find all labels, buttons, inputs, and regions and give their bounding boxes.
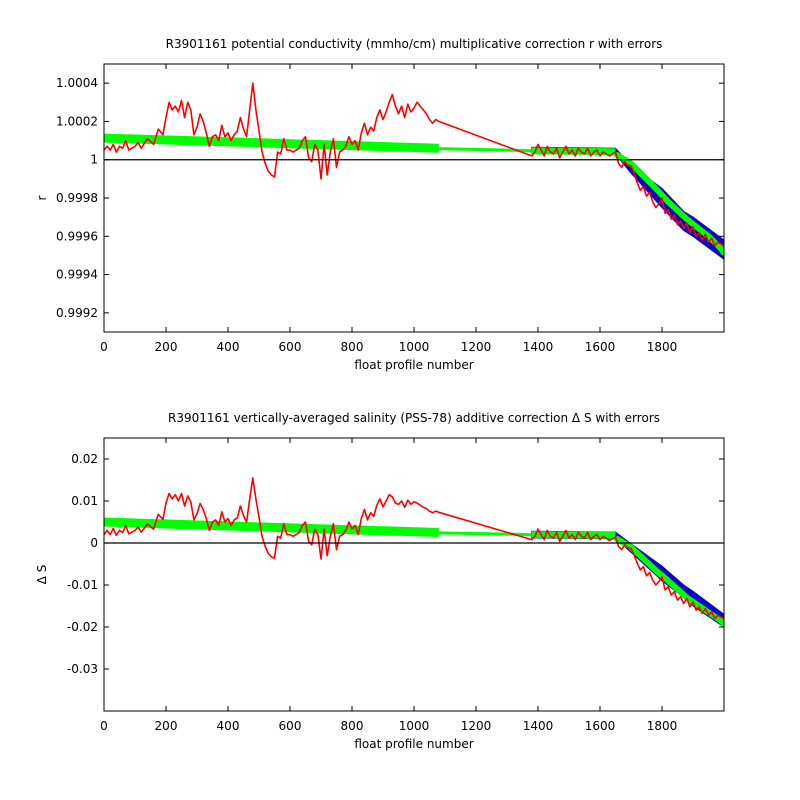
- x-tick-label: 800: [341, 719, 364, 733]
- x-tick-label: 1200: [461, 340, 492, 354]
- x-tick-label: 400: [217, 719, 240, 733]
- fit-trend-segment-1: [438, 531, 532, 537]
- x-tick-label: 1400: [523, 719, 554, 733]
- x-tick-label: 1600: [585, 719, 616, 733]
- x-tick-label: 1000: [399, 340, 430, 354]
- x-tick-label: 400: [217, 340, 240, 354]
- y-tick-label: 0.9998: [56, 191, 98, 205]
- x-tick-label: 600: [279, 340, 302, 354]
- x-tick-label: 0: [100, 340, 108, 354]
- y-tick-label: -0.01: [67, 578, 98, 592]
- x-tick-label: 1200: [461, 719, 492, 733]
- chart-title: R3901161 potential conductivity (mmho/cm…: [166, 37, 663, 51]
- y-tick-label: 0: [90, 536, 98, 550]
- x-tick-label: 600: [279, 719, 302, 733]
- y-axis-label: r: [35, 195, 49, 200]
- y-tick-label: 1: [90, 153, 98, 167]
- bottom-chart-panel: 0 200 400 600 800 1000 1200 1400 1600 1800 -0.03 -0…: [35, 411, 725, 751]
- fit-trend-segment-3: [613, 535, 724, 626]
- y-tick-label: 0.01: [71, 494, 98, 508]
- x-tick-label: 1400: [523, 340, 554, 354]
- x-axis-label: float profile number: [354, 737, 473, 751]
- plot-series-group: [104, 477, 724, 628]
- fit-trend-segment-2: [531, 531, 616, 539]
- y-tick-label: 0.9994: [56, 268, 98, 282]
- fit-trend-segment-3: [613, 151, 724, 254]
- x-tick-label: 1000: [399, 719, 430, 733]
- y-tick-label: -0.02: [67, 620, 98, 634]
- plot-area: [104, 438, 724, 711]
- fit-trend-segment-0: [104, 133, 439, 153]
- x-tick-label: 1800: [647, 719, 678, 733]
- chart-title: R3901161 vertically-averaged salinity (P…: [168, 411, 660, 425]
- y-tick-label: 0.9996: [56, 229, 98, 243]
- profile-correction-line: [104, 477, 724, 620]
- x-tick-label: 0: [100, 719, 108, 733]
- fit-trend-segment-0: [104, 517, 439, 537]
- y-tick-label: 0.02: [71, 452, 98, 466]
- x-tick-label: 200: [155, 719, 178, 733]
- y-tick-label: 1.0004: [56, 76, 98, 90]
- y-tick-label: -0.03: [67, 662, 98, 676]
- x-tick-label: 1800: [647, 340, 678, 354]
- plot-area: [104, 64, 724, 332]
- y-axis-label: Δ S: [35, 565, 49, 585]
- fit-trend-endpoint: [720, 618, 724, 627]
- plot-series-group: [104, 82, 724, 260]
- y-tick-label: 0.9992: [56, 306, 98, 320]
- x-tick-label: 1600: [585, 340, 616, 354]
- y-tick-label: 1.0002: [56, 114, 98, 128]
- fit-trend-endpoint: [720, 247, 724, 256]
- x-tick-label: 800: [341, 340, 364, 354]
- profile-correction-line: [104, 82, 724, 247]
- x-tick-label: 200: [155, 340, 178, 354]
- top-chart-panel: 0 200 400 600 800 1000 1200 1400 1600 1800 0.9992 0…: [35, 37, 725, 372]
- x-axis-label: float profile number: [354, 358, 473, 372]
